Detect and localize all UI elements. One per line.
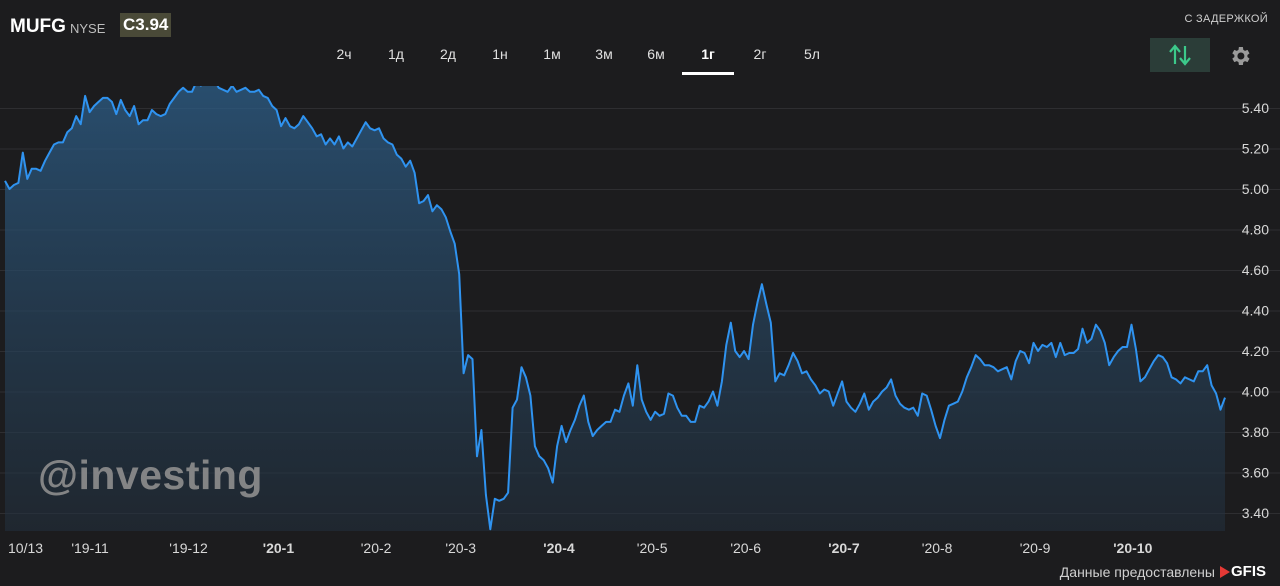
y-tick-label: 5.00 [1242,181,1269,197]
sort-button[interactable] [1150,38,1210,72]
x-tick-label: '20-1 [263,540,295,556]
x-tick-label: '20-7 [828,540,860,556]
tab-5y[interactable]: 5л [804,46,820,62]
data-credit: Данные предоставлены GFIS [1060,563,1266,580]
y-tick-label: 3.40 [1242,505,1269,521]
y-tick-label: 4.80 [1242,222,1269,238]
y-tick-label: 3.80 [1242,424,1269,440]
x-tick-label: '20-4 [543,540,575,556]
y-tick-label: 4.20 [1242,343,1269,359]
play-triangle-icon [1219,565,1230,578]
settings-button[interactable] [1224,40,1256,72]
provider-logo: GFIS [1219,563,1266,580]
tab-6m[interactable]: 6м [647,46,665,62]
tab-1w[interactable]: 1н [492,46,508,62]
x-tick-label: '19-12 [169,540,208,556]
tab-1m[interactable]: 1м [543,46,561,62]
sort-arrows-icon [1169,44,1191,66]
tab-2y[interactable]: 2г [753,46,767,62]
x-tick-label: '20-6 [730,540,761,556]
y-tick-label: 3.60 [1242,465,1269,481]
x-tick-label: '20-10 [1113,540,1152,556]
x-tick-label: '19-11 [71,540,109,556]
y-tick-label: 5.20 [1242,141,1269,157]
gear-icon [1232,47,1250,65]
provider-name: GFIS [1230,563,1266,580]
delay-label: С ЗАДЕРЖКОЙ [1184,13,1268,25]
y-tick-label: 5.40 [1242,100,1269,116]
x-tick-label: '20-8 [922,540,953,556]
x-tick-label: 10/13 [8,540,43,556]
y-tick-label: 4.40 [1242,303,1269,319]
x-tick-label: '20-3 [445,540,476,556]
price-badge: C3.94 [120,13,172,37]
x-tick-label: '20-5 [637,540,668,556]
tab-1d[interactable]: 1д [388,46,404,62]
ticker-symbol: MUFG [10,16,66,37]
y-tick-label: 4.00 [1242,384,1269,400]
credit-text: Данные предоставлены [1059,563,1215,580]
price-line [4,86,1226,531]
tab-2d[interactable]: 2д [440,46,456,62]
y-tick-label: 4.60 [1242,262,1269,278]
exchange-label: NYSE [70,21,106,36]
x-tick-label: '20-2 [361,540,392,556]
tab-1y[interactable]: 1г [682,46,734,75]
x-tick-label: '20-9 [1020,540,1051,556]
tab-2h[interactable]: 2ч [336,46,352,62]
price-chart[interactable]: 5.40 5.20 5.00 4.80 4.60 4.40 4.20 4.00 3.80 3.60… [0,86,1280,562]
tab-3m[interactable]: 3м [595,46,613,62]
price-area [5,86,1225,531]
watermark: @investing [38,452,263,498]
